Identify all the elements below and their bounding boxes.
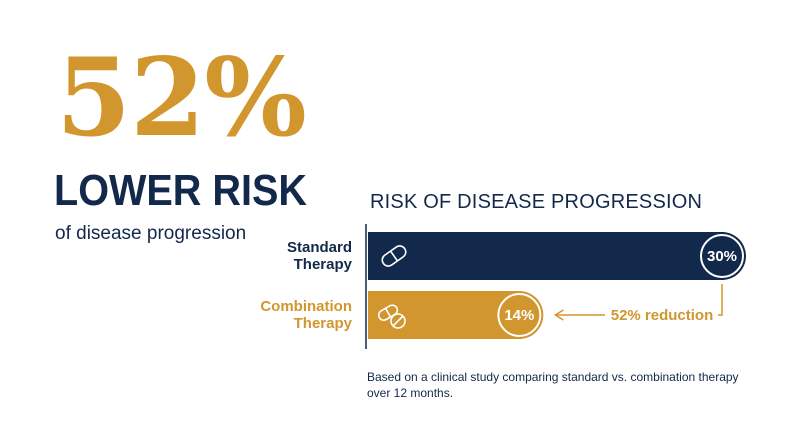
pill-icon [381, 245, 407, 267]
pill-divider [384, 307, 392, 318]
value-label-0: 30% [707, 248, 737, 265]
bar-end-1 [495, 291, 544, 339]
pill-score-line [392, 315, 404, 327]
bar-end-0 [698, 232, 746, 280]
value-badge-ring-1 [497, 293, 542, 337]
pill-divider [389, 250, 399, 262]
bar-0 [368, 232, 724, 280]
category-label-1: Combination Therapy [260, 298, 352, 332]
annotation-label: 52% reduction [611, 307, 714, 324]
category-label-0: Standard Therapy [287, 239, 353, 273]
annotation-bracket [718, 284, 723, 316]
pills-icon [377, 304, 406, 329]
hero-stat: 52% [56, 35, 307, 161]
hero-headline: LOWER RISK [54, 166, 307, 215]
pill-tablet [390, 313, 406, 329]
annotation-arrowhead [553, 309, 564, 321]
value-badge-ring-0 [700, 234, 744, 278]
value-label-1: 14% [504, 307, 534, 324]
pill-capsule [381, 245, 407, 267]
footnote: Based on a clinical study comparing stan… [367, 370, 739, 400]
hero-subtext: of disease progression [55, 223, 247, 244]
chart-title: RISK OF DISEASE PROGRESSION [370, 191, 703, 213]
